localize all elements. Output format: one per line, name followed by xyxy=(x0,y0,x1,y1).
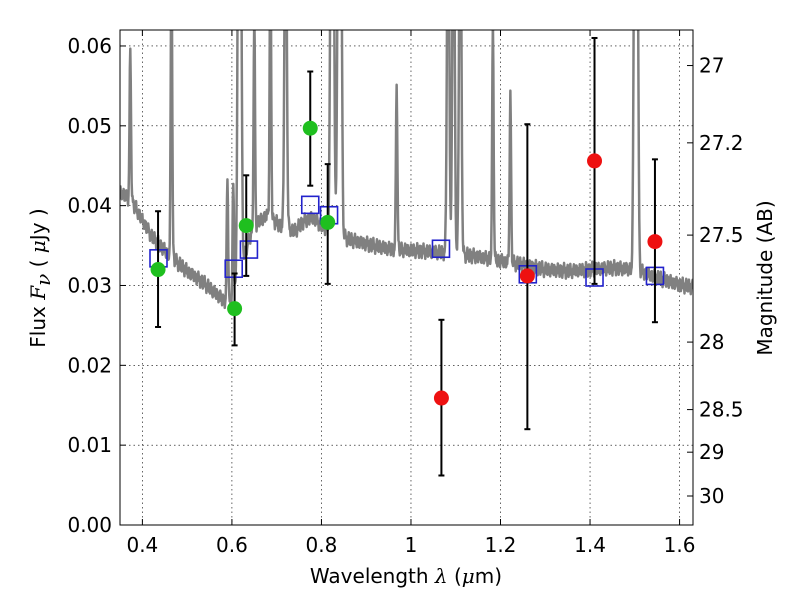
y-tick-label: 0.00 xyxy=(67,513,112,537)
right-tick-label: 27.5 xyxy=(699,223,744,247)
x-tick-label: 1.6 xyxy=(664,533,696,557)
plot-frame xyxy=(119,29,694,526)
right-tick-label: 30 xyxy=(699,484,724,508)
right-axis-label: Magnitude (AB) xyxy=(753,200,777,355)
y-axis-label: Flux Fν ( μJy ) xyxy=(26,208,55,347)
right-tick-label: 28.5 xyxy=(699,398,744,422)
axis-ticks: 0.4 0.6 0.8 1 1.2 1.4 1.6 0.00 0.01 0.02 0.03 0.04 0… xyxy=(67,30,744,557)
y-tick-label: 0.05 xyxy=(67,114,112,138)
model-photometry-square xyxy=(431,239,451,259)
plot-background xyxy=(120,30,693,525)
nir-data-point xyxy=(647,234,663,250)
x-tick-label: 0.6 xyxy=(216,533,248,557)
y-tick-label: 0.02 xyxy=(67,353,112,377)
nir-data-point xyxy=(433,390,449,406)
y-tick-label: 0.03 xyxy=(67,273,112,297)
model-photometry-square xyxy=(239,240,259,259)
x-axis-label: Wavelength λ (μm) xyxy=(310,564,502,588)
x-tick-label: 1.2 xyxy=(485,533,517,557)
right-tick-label: 28 xyxy=(699,330,724,354)
nir-data-point xyxy=(587,153,603,169)
right-tick-label: 29 xyxy=(699,440,724,464)
x-tick-label: 1.4 xyxy=(574,533,606,557)
right-tick-label: 27.2 xyxy=(699,131,744,155)
optical-data-point xyxy=(227,301,243,317)
y-tick-label: 0.06 xyxy=(67,34,112,58)
model-spectrum-line xyxy=(120,30,693,312)
optical-data-point xyxy=(320,214,336,230)
model-photometry-square xyxy=(300,195,320,215)
optical-data-point xyxy=(302,120,318,136)
nir-data-point xyxy=(519,268,535,284)
plot-area xyxy=(120,30,693,477)
optical-data-point xyxy=(238,218,254,234)
y-tick-label: 0.04 xyxy=(67,194,112,218)
right-tick-label: 27 xyxy=(699,54,724,78)
x-tick-label: 0.8 xyxy=(306,533,338,557)
x-tick-label: 0.4 xyxy=(126,533,158,557)
x-tick-label: 1 xyxy=(405,533,418,557)
y-tick-label: 0.01 xyxy=(67,433,112,457)
optical-data-point xyxy=(150,262,166,278)
